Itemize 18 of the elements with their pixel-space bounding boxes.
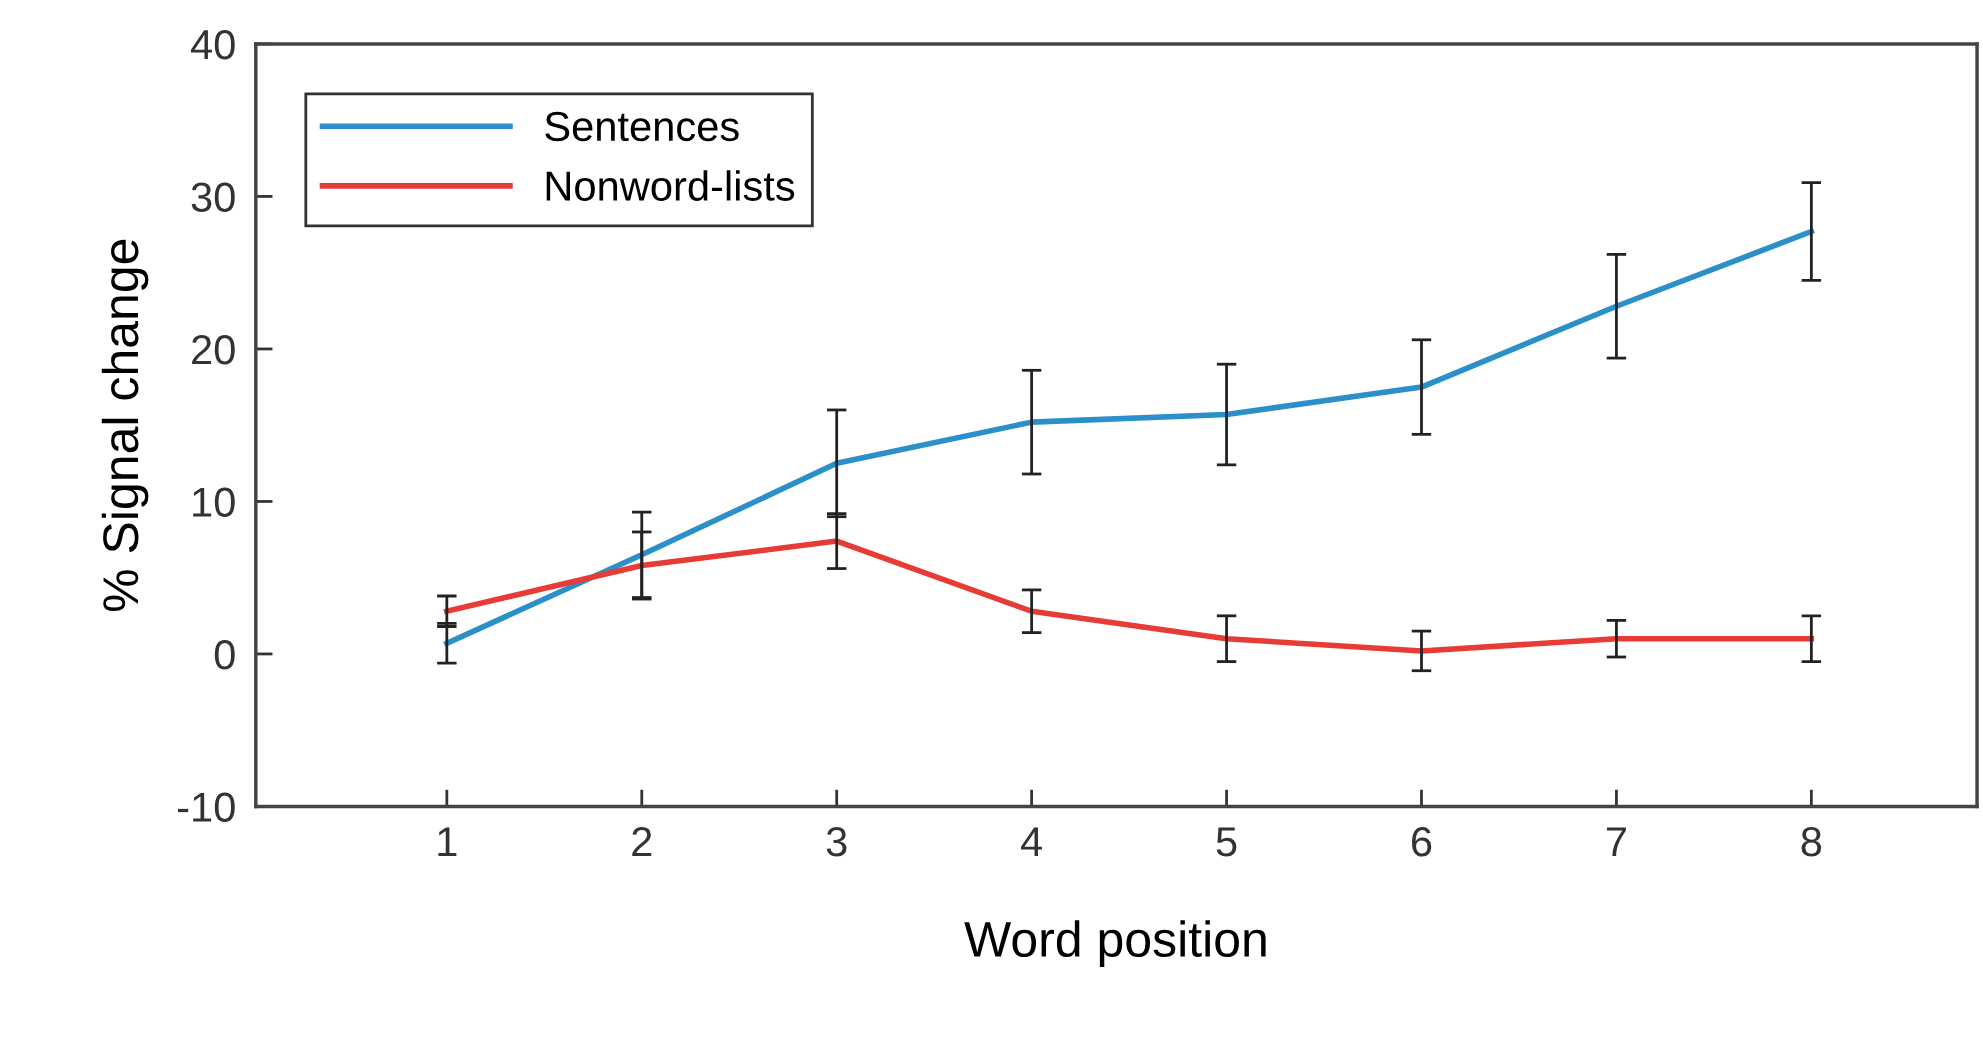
x-tick-label: 6 [1412, 827, 1432, 857]
y-tick-label: -10 [178, 792, 235, 822]
x-tick-label: 4 [1021, 827, 1042, 857]
y-axis-title: % Signal change [101, 239, 149, 612]
y-tick-label: 40 [190, 29, 235, 60]
x-tick-label: 8 [1801, 827, 1822, 857]
x-tick-label: 3 [826, 827, 847, 857]
legend-label: Nonword-lists [546, 170, 795, 201]
legend-label: Sentences [545, 111, 739, 142]
y-tick-label: 0 [214, 639, 235, 670]
x-tick-label: 5 [1216, 827, 1237, 857]
y-tick-label: 30 [191, 182, 235, 212]
y-tick-label: 20 [192, 334, 235, 365]
x-tick-label: 1 [438, 827, 457, 857]
x-tick-label: 2 [632, 827, 652, 857]
y-tick-label: 10 [193, 487, 235, 517]
x-tick-label: 7 [1606, 827, 1626, 857]
x-axis-title: Word position [964, 920, 1266, 967]
